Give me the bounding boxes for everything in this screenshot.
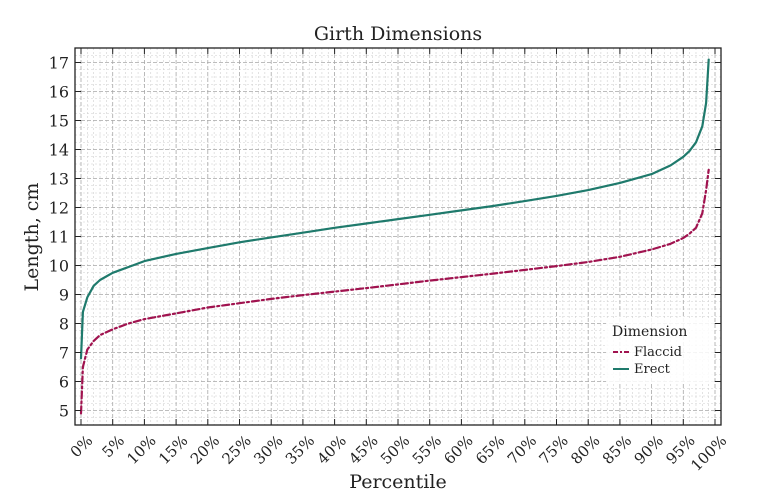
y-tick-label: 13 bbox=[49, 170, 69, 189]
y-tick-label: 6 bbox=[59, 373, 69, 392]
chart-title: Girth Dimensions bbox=[314, 23, 482, 45]
y-tick-label: 17 bbox=[49, 54, 69, 73]
legend: Dimension Flaccid Erect bbox=[606, 318, 714, 384]
y-tick-label: 10 bbox=[49, 257, 69, 276]
y-tick-label: 9 bbox=[59, 286, 69, 305]
legend-label-flaccid: Flaccid bbox=[634, 345, 682, 360]
x-axis-label: Percentile bbox=[349, 471, 446, 492]
legend-label-erect: Erect bbox=[634, 362, 671, 377]
series-layer bbox=[79, 58, 710, 415]
axis-ticks bbox=[75, 48, 721, 425]
y-tick-label: 11 bbox=[49, 228, 69, 247]
y-tick-label: 5 bbox=[59, 402, 69, 421]
series-line-flaccid bbox=[79, 168, 710, 415]
y-tick-label: 16 bbox=[49, 83, 69, 102]
legend-title: Dimension bbox=[612, 324, 687, 340]
grid bbox=[75, 47, 721, 426]
y-tick-label: 14 bbox=[49, 141, 69, 160]
y-tick-label: 8 bbox=[59, 315, 69, 334]
series-line-erect bbox=[79, 58, 710, 360]
y-tick-label: 7 bbox=[59, 344, 69, 363]
y-tick-label: 15 bbox=[49, 112, 69, 131]
y-tick-label: 12 bbox=[49, 199, 69, 218]
y-axis-label: Length, cm bbox=[21, 183, 43, 292]
y-axis-tick-labels: 5 6 7 8 9 10 11 12 13 14 15 16 17 bbox=[49, 54, 69, 421]
